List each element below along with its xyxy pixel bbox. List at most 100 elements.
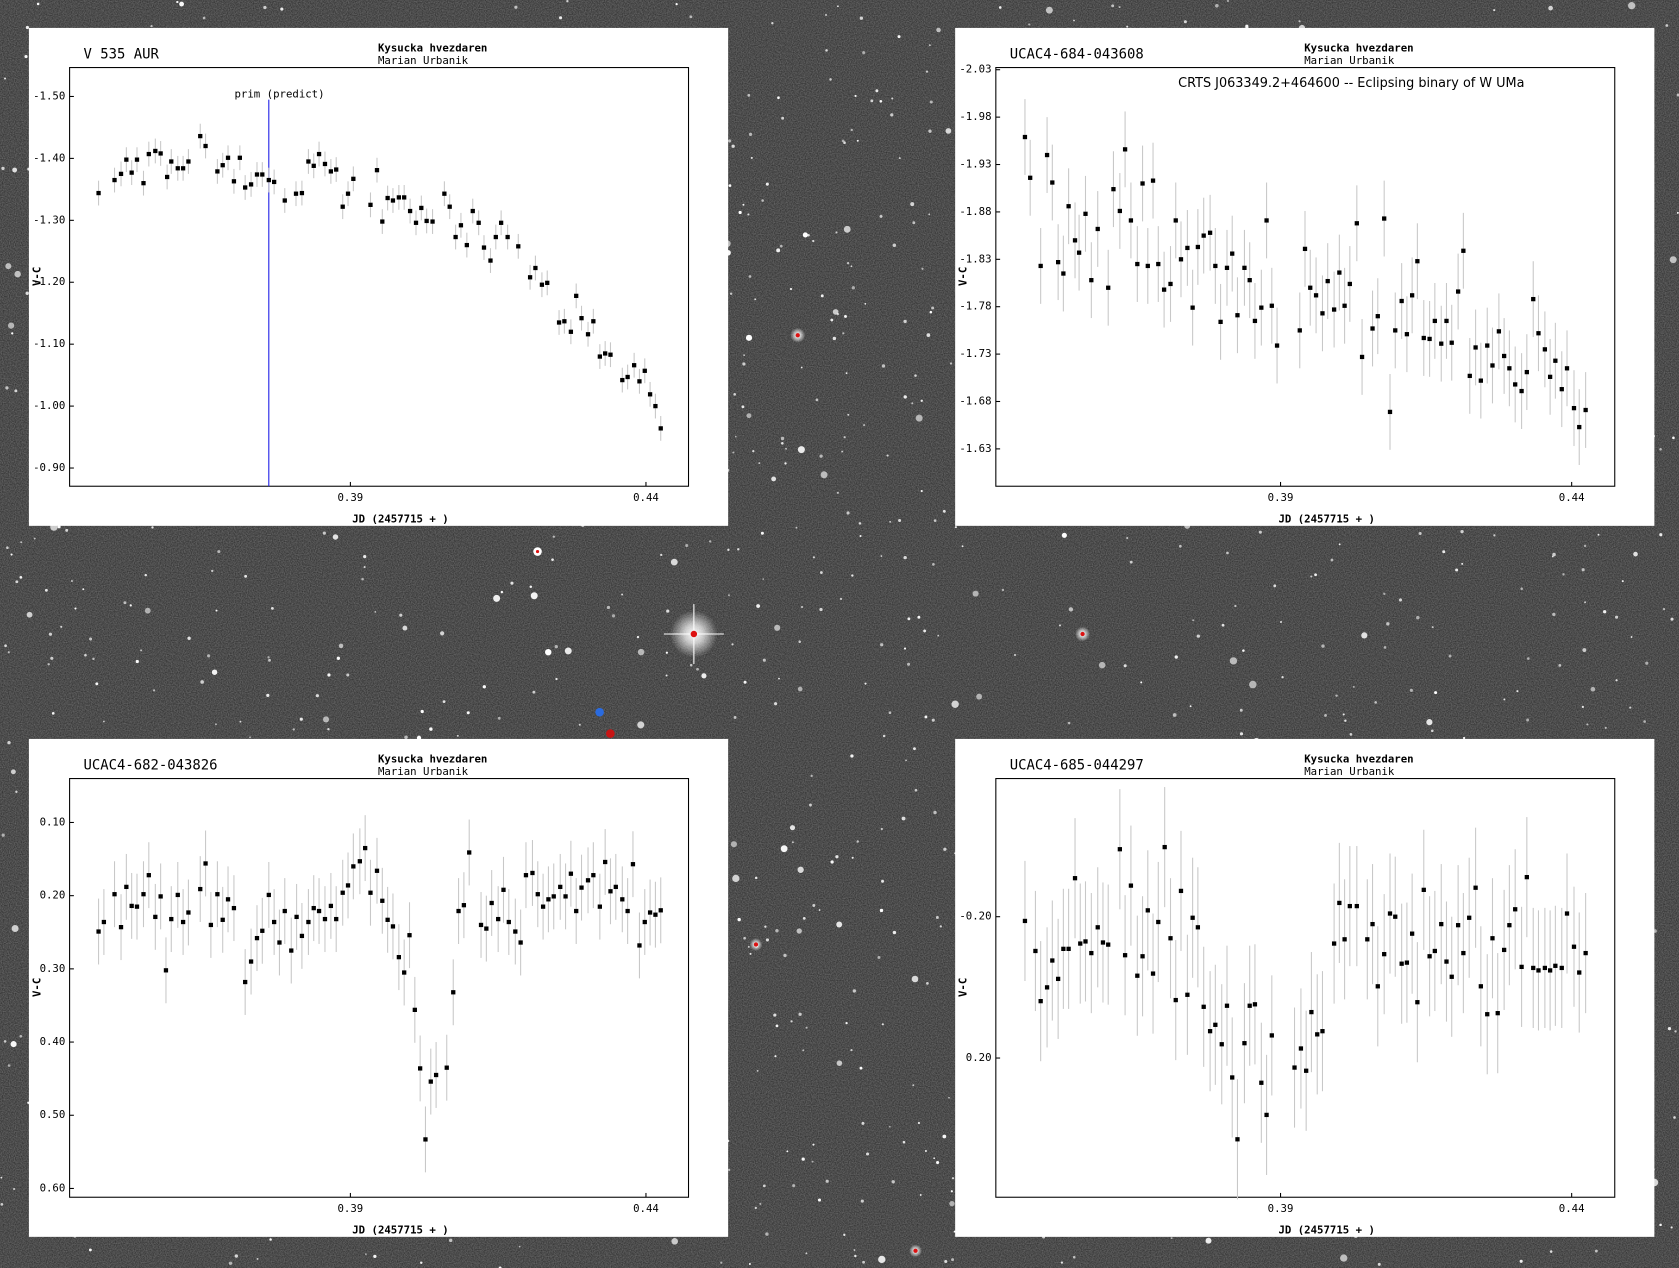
star xyxy=(928,44,931,47)
data-point xyxy=(1337,900,1342,906)
star xyxy=(945,128,952,134)
star xyxy=(859,1066,863,1070)
star xyxy=(843,225,851,233)
star xyxy=(15,580,19,584)
star xyxy=(440,631,445,636)
y-tick-label: -1.68 xyxy=(959,394,991,407)
data-point xyxy=(345,883,351,888)
star xyxy=(666,609,670,613)
star xyxy=(6,546,9,550)
star xyxy=(942,509,946,513)
data-point xyxy=(630,862,636,867)
data-point xyxy=(351,864,356,869)
star xyxy=(942,1134,947,1139)
star xyxy=(20,541,23,544)
data-point xyxy=(456,908,461,914)
star xyxy=(748,1263,751,1266)
star xyxy=(95,682,99,686)
star xyxy=(1670,1226,1673,1229)
data-point xyxy=(1342,937,1347,942)
star-core xyxy=(1080,631,1085,637)
data-point xyxy=(647,392,653,397)
data-point xyxy=(1432,318,1437,324)
star xyxy=(870,99,874,103)
star xyxy=(3,1040,7,1043)
star xyxy=(913,747,916,751)
star xyxy=(665,651,668,654)
data-point xyxy=(1399,298,1404,304)
star xyxy=(859,534,862,538)
star xyxy=(836,1060,843,1066)
x-tick-label: 0.44 xyxy=(633,491,659,504)
y-tick-label: -1.20 xyxy=(33,275,65,288)
star xyxy=(795,526,798,529)
star xyxy=(266,693,270,697)
star xyxy=(802,232,808,238)
star xyxy=(215,723,217,726)
star xyxy=(1281,675,1284,679)
data-point xyxy=(1559,387,1564,392)
star xyxy=(332,534,339,540)
data-point xyxy=(1207,1029,1213,1034)
star xyxy=(825,49,828,52)
star xyxy=(933,1157,936,1160)
star xyxy=(7,1064,11,1067)
y-tick-label: 0.20 xyxy=(966,1051,992,1064)
star xyxy=(510,581,514,585)
star xyxy=(829,78,832,81)
star xyxy=(907,617,911,621)
data-point xyxy=(1375,984,1380,989)
y-tick-label: -1.78 xyxy=(959,300,991,313)
star xyxy=(1562,573,1565,576)
star xyxy=(932,563,935,566)
data-point xyxy=(1409,931,1415,936)
star xyxy=(1170,1237,1173,1239)
star xyxy=(1583,544,1587,548)
star xyxy=(850,1049,853,1052)
star xyxy=(708,540,712,543)
star xyxy=(856,840,859,843)
star xyxy=(1226,551,1229,555)
star xyxy=(728,1168,731,1171)
star xyxy=(1126,536,1129,540)
star xyxy=(1581,568,1585,572)
star xyxy=(925,70,929,73)
star xyxy=(843,436,846,439)
y-tick-label: -1.63 xyxy=(959,442,991,455)
data-point xyxy=(1161,287,1167,292)
data-point xyxy=(1195,244,1201,250)
data-point xyxy=(1122,953,1128,958)
star xyxy=(792,1184,796,1188)
star xyxy=(552,535,556,538)
star xyxy=(879,908,884,913)
star xyxy=(954,526,957,529)
data-point xyxy=(423,1137,428,1142)
data-point xyxy=(478,922,484,928)
star xyxy=(271,607,274,610)
star xyxy=(338,643,344,649)
data-point xyxy=(175,166,180,171)
data-point xyxy=(1259,305,1264,310)
star xyxy=(850,128,853,132)
data-point xyxy=(1089,278,1094,283)
data-point xyxy=(1230,251,1235,256)
data-point xyxy=(328,903,334,909)
star xyxy=(944,1259,948,1264)
star xyxy=(835,231,838,234)
data-point xyxy=(1224,265,1230,270)
data-point xyxy=(322,916,328,922)
star xyxy=(1455,568,1459,572)
star xyxy=(24,54,28,59)
star xyxy=(760,531,764,535)
star xyxy=(11,332,14,335)
data-point xyxy=(328,169,334,174)
data-point xyxy=(118,925,124,930)
y-tick-label: 0.10 xyxy=(40,815,66,828)
star xyxy=(777,96,780,100)
star xyxy=(1672,436,1675,440)
data-point xyxy=(1478,984,1483,989)
y-tick-label: -1.50 xyxy=(33,89,65,102)
star xyxy=(798,1012,802,1016)
star xyxy=(879,99,883,103)
